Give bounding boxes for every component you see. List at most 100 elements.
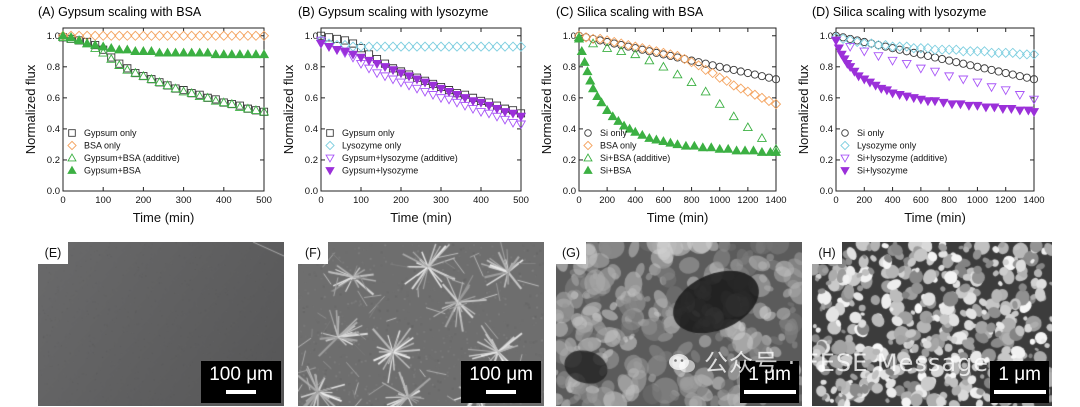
series-0: [574, 31, 781, 84]
data-point: [178, 86, 189, 96]
data-point: [630, 49, 641, 59]
series-3: [573, 33, 782, 156]
data-point: [756, 146, 768, 156]
data-point: [1014, 49, 1025, 60]
data-point: [396, 67, 406, 76]
sem-image-g: (G) 1 μm: [556, 242, 802, 406]
data-point: [658, 61, 669, 71]
data-point: [637, 129, 648, 139]
data-point: [630, 126, 641, 136]
data-point: [602, 35, 613, 46]
series-3: [830, 36, 1040, 118]
data-point: [901, 60, 912, 69]
legend-marker: [67, 140, 77, 151]
data-point: [428, 79, 438, 88]
data-point: [459, 94, 471, 104]
data-point: [210, 30, 221, 41]
data-point: [602, 42, 613, 52]
chart-panel-d: (D) Silica scaling with lysozyme 0.0 0.2 0.…: [796, 5, 1045, 225]
data-point: [332, 34, 342, 43]
y-tick-label: 1.0: [305, 31, 318, 42]
data-point: [700, 64, 711, 76]
data-point: [459, 41, 471, 52]
data-point: [106, 30, 117, 41]
data-point: [938, 54, 947, 64]
data-point: [771, 75, 781, 84]
data-point: [467, 97, 479, 107]
data-point: [363, 64, 375, 74]
data-point: [672, 139, 683, 149]
data-point: [938, 98, 949, 108]
legend-entry: Lysozyme only: [857, 141, 917, 151]
data-point: [427, 91, 439, 100]
data-point: [576, 46, 587, 55]
data-point: [980, 64, 989, 73]
series-3: [57, 30, 270, 59]
data-point: [887, 56, 898, 66]
data-point: [623, 39, 634, 51]
legend-entry: Si only: [600, 128, 628, 138]
data-point: [894, 91, 905, 100]
data-point: [679, 53, 690, 65]
data-point: [452, 89, 462, 98]
x-tick-label: 1400: [765, 195, 786, 206]
data-point: [258, 49, 270, 59]
data-point: [1028, 95, 1040, 105]
data-point: [122, 64, 133, 74]
data-point: [154, 77, 165, 87]
legend-marker: [840, 140, 850, 151]
data-point: [226, 30, 237, 41]
x-tick-label: 600: [655, 195, 671, 206]
data-point: [714, 72, 725, 83]
data-point: [210, 49, 221, 59]
data-point: [459, 101, 471, 111]
chart-panel-a: (A) Gypsum scaling with BSA 0.0 0.2 0.4 0.6 0…: [23, 5, 272, 225]
scale-bar-label: 100 μm: [469, 364, 533, 385]
data-point: [596, 97, 607, 107]
y-tick-label: 1.0: [820, 31, 833, 42]
data-point: [82, 38, 93, 48]
y-tick-label: 0.2: [563, 155, 576, 166]
data-point: [73, 35, 85, 45]
chart-title: (C) Silica scaling with BSA: [556, 5, 704, 19]
data-point: [507, 119, 519, 128]
data-point: [735, 83, 746, 94]
data-point: [866, 38, 877, 49]
data-point: [226, 49, 237, 59]
x-tick-label: 500: [513, 195, 529, 206]
legend-marker: [840, 154, 850, 163]
data-point: [618, 120, 630, 130]
data-point: [706, 142, 717, 152]
data-point: [258, 106, 270, 116]
data-point: [427, 41, 439, 52]
data-point: [202, 47, 213, 57]
data-point: [443, 95, 455, 105]
data-point: [419, 41, 431, 52]
data-point: [242, 103, 254, 113]
x-tick-label: 100: [95, 195, 111, 206]
y-tick-label: 0.2: [820, 155, 833, 166]
data-point: [901, 41, 912, 52]
data-point: [651, 46, 662, 57]
series-3: [315, 39, 527, 122]
data-point: [130, 46, 141, 55]
data-point: [714, 143, 725, 153]
data-point: [764, 73, 774, 82]
data-point: [122, 44, 133, 54]
legend-entry: Si+BSA: [600, 166, 631, 176]
data-point: [845, 35, 856, 46]
data-point: [930, 53, 940, 62]
data-point: [242, 49, 254, 59]
data-point: [170, 83, 181, 93]
sem-panel-label: (H): [812, 242, 842, 264]
data-point: [770, 146, 782, 156]
y-tick-label: 0.0: [563, 186, 576, 197]
legend-marker: [325, 167, 335, 176]
sem-image-e: (E) 100 μm: [38, 242, 284, 406]
data-point: [839, 55, 850, 65]
data-point: [435, 84, 447, 94]
legend-marker: [67, 153, 77, 162]
plot-frame: [578, 27, 777, 192]
data-point: [436, 82, 446, 92]
data-point: [388, 64, 398, 73]
